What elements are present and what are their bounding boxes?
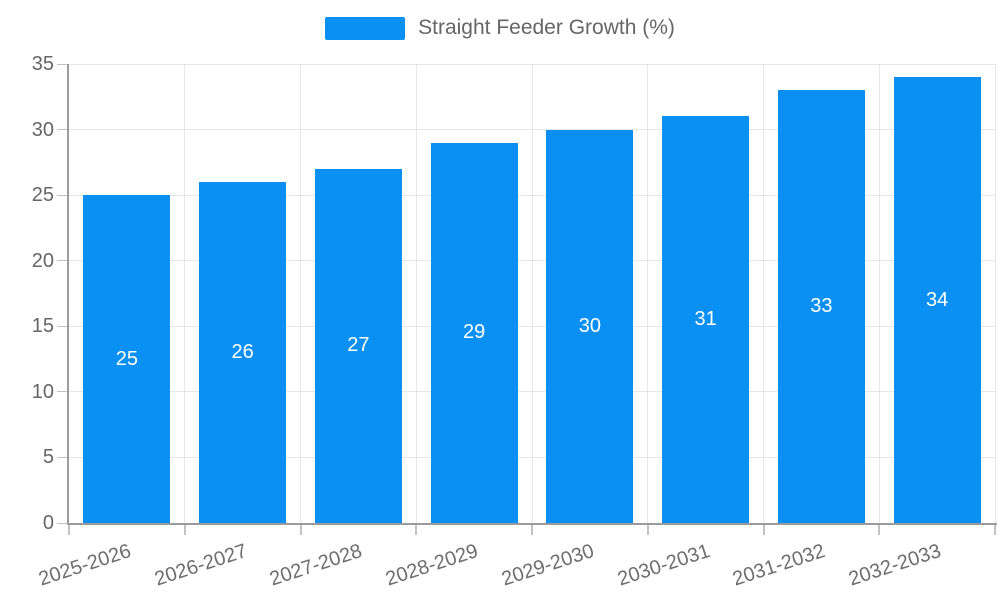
gridline-vertical bbox=[531, 64, 533, 523]
y-axis-tick-label: 10 bbox=[31, 380, 54, 403]
bar: 31 bbox=[662, 116, 750, 523]
bar-value-label: 26 bbox=[231, 341, 254, 363]
legend-swatch[interactable] bbox=[325, 16, 406, 40]
y-axis-tick-mark bbox=[57, 456, 67, 458]
y-axis-tick-mark bbox=[57, 194, 67, 196]
y-axis-tick-mark bbox=[57, 63, 67, 65]
y-axis-line bbox=[67, 64, 69, 525]
gridline-vertical bbox=[647, 64, 649, 523]
x-axis-tick-mark bbox=[415, 525, 418, 535]
bar-value-label: 25 bbox=[115, 347, 138, 370]
bar-value-label: 27 bbox=[347, 334, 370, 357]
x-axis-line bbox=[67, 523, 997, 525]
gridline-vertical bbox=[415, 64, 417, 523]
legend: Straight Feeder Growth (%) bbox=[0, 16, 1000, 40]
x-axis-tick-mark bbox=[299, 525, 302, 535]
y-axis-tick-label: 30 bbox=[31, 118, 54, 141]
y-axis-tick-label: 20 bbox=[31, 249, 54, 272]
bar-value-label: 30 bbox=[578, 314, 601, 337]
x-axis-tick-mark bbox=[762, 525, 765, 535]
bar: 33 bbox=[777, 90, 865, 523]
y-axis-tick-mark bbox=[57, 391, 67, 393]
bar-value-label: 29 bbox=[463, 321, 486, 344]
bar: 29 bbox=[430, 142, 518, 523]
bar: 26 bbox=[199, 182, 287, 523]
x-axis-tick-mark bbox=[646, 525, 649, 535]
plot-area: 25 26 27 29 30 31 33 34 bbox=[57, 63, 997, 535]
x-axis-tick-mark bbox=[994, 525, 996, 535]
legend-label[interactable]: Straight Feeder Growth (%) bbox=[418, 16, 675, 39]
gridline-vertical bbox=[300, 64, 301, 523]
y-axis-tick-label: 15 bbox=[31, 315, 54, 338]
y-axis-tick-label: 25 bbox=[31, 184, 54, 207]
y-axis-tick-mark bbox=[57, 325, 67, 327]
y-axis-tick-label: 35 bbox=[31, 53, 54, 75]
y-axis-tick-label: 0 bbox=[42, 512, 54, 534]
y-axis-tick-mark bbox=[57, 522, 67, 524]
gridline-vertical bbox=[878, 64, 880, 523]
y-axis-tick-mark bbox=[57, 129, 67, 131]
bar-value-label: 33 bbox=[810, 295, 833, 318]
x-axis-tick-mark bbox=[878, 525, 881, 535]
x-axis-tick-mark bbox=[68, 525, 70, 535]
bar-value-label: 34 bbox=[926, 288, 949, 311]
gridline-vertical bbox=[763, 64, 764, 523]
gridline-vertical bbox=[184, 64, 186, 523]
bar: 30 bbox=[546, 129, 634, 523]
bar: 34 bbox=[893, 77, 981, 523]
bar: 25 bbox=[83, 195, 171, 523]
x-axis-tick-mark bbox=[183, 525, 186, 535]
y-axis-tick-label: 5 bbox=[42, 446, 54, 469]
y-axis-tick-mark bbox=[57, 260, 67, 262]
gridline-vertical bbox=[994, 64, 996, 523]
bar: 27 bbox=[314, 168, 402, 523]
bar-value-label: 31 bbox=[694, 308, 717, 331]
x-axis-tick-mark bbox=[531, 525, 533, 535]
